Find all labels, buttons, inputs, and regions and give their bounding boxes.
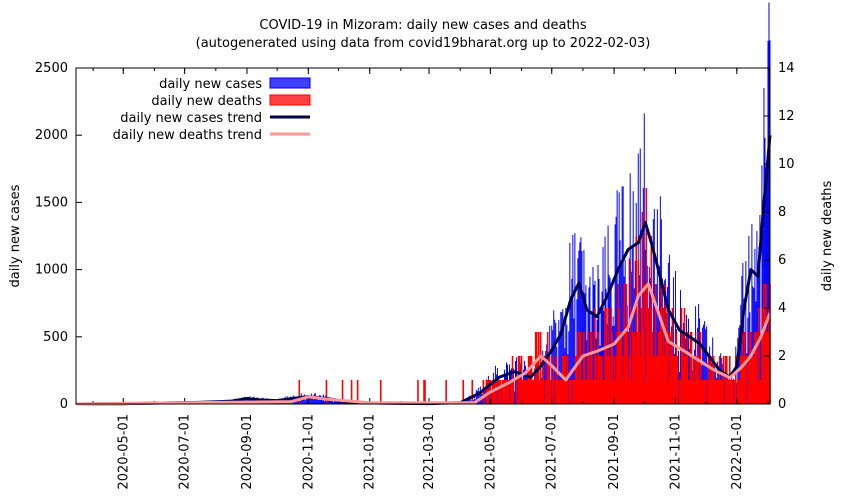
legend-swatch-deaths	[269, 94, 311, 106]
y-tick-label: 2500	[35, 61, 68, 76]
axis-ticks: 0 500 1000 1500 2000 2500 0 2 4 6 8 10 12 14 2020-05-0…	[35, 61, 795, 490]
y-tick-label: 1500	[35, 195, 68, 210]
y2-tick-label: 0	[778, 397, 786, 412]
x-tick-label: 2020-09-01	[240, 414, 255, 490]
legend-label-cases-trend: daily new cases trend	[120, 111, 262, 126]
deaths-trend-line	[75, 282, 772, 406]
legend-swatch-cases	[269, 77, 311, 89]
y-tick-label: 1000	[35, 263, 68, 278]
y2-tick-label: 4	[778, 301, 786, 316]
y2-tick-label: 8	[778, 205, 786, 220]
y-tick-label: 2000	[35, 128, 68, 143]
legend-label-deaths-trend: daily new deaths trend	[113, 128, 262, 143]
x-tick-label: 2021-11-01	[668, 414, 683, 490]
legend-label-deaths: daily new deaths	[151, 94, 262, 109]
trend-lines	[75, 135, 772, 406]
x-tick-label: 2022-01-01	[730, 414, 745, 490]
y2-axis-label: daily new deaths	[820, 180, 835, 291]
y2-tick-label: 2	[778, 349, 786, 364]
x-tick-label: 2021-07-01	[545, 414, 560, 490]
x-tick-label: 2020-11-01	[301, 414, 316, 490]
legend: daily new cases daily new deaths daily n…	[113, 77, 311, 143]
x-tick-label: 2021-01-01	[363, 414, 378, 490]
x-tick-label: 2020-07-01	[178, 414, 193, 490]
y2-tick-label: 12	[778, 109, 795, 124]
y2-tick-label: 10	[778, 157, 795, 172]
y2-tick-label: 6	[778, 253, 786, 268]
y-tick-label: 0	[60, 397, 68, 412]
x-tick-label: 2021-03-01	[422, 414, 437, 490]
chart-subtitle: (autogenerated using data from covid19bh…	[196, 36, 651, 51]
y-tick-label: 500	[43, 330, 68, 345]
y-axis-label: daily new cases	[8, 184, 23, 287]
plot-frame	[75, 67, 771, 405]
chart-title: COVID-19 in Mizoram: daily new cases and…	[259, 18, 586, 33]
y2-tick-label: 14	[778, 61, 795, 76]
cases-trend-line	[75, 135, 772, 406]
legend-label-cases: daily new cases	[159, 77, 262, 92]
x-tick-label: 2020-05-01	[116, 414, 131, 490]
x-tick-label: 2021-09-01	[607, 414, 622, 490]
x-tick-label: 2021-05-01	[483, 414, 498, 490]
